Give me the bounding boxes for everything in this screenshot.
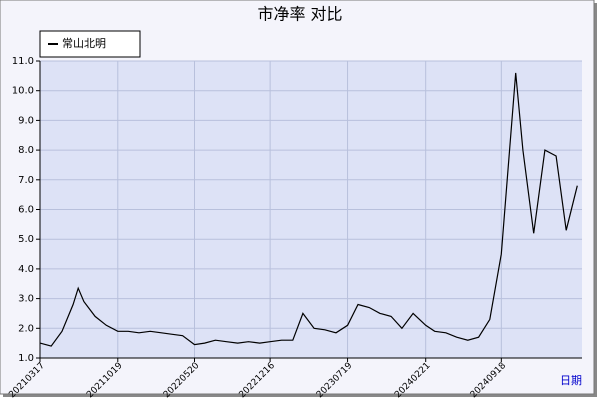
y-tick-label: 1.0 — [18, 353, 34, 364]
y-tick-label: 10.0 — [12, 86, 34, 97]
y-tick-label: 11.0 — [12, 56, 34, 67]
y-tick-label: 6.0 — [18, 205, 34, 216]
y-tick-label: 4.0 — [18, 264, 34, 275]
y-tick-label: 9.0 — [18, 115, 34, 126]
y-tick-label: 2.0 — [18, 323, 34, 334]
y-tick-label: 7.0 — [18, 175, 34, 186]
chart-title: 市净率 对比 — [257, 5, 342, 24]
y-tick-label: 5.0 — [18, 234, 34, 245]
legend-label: 常山北明 — [62, 37, 106, 50]
y-tick-label: 3.0 — [18, 294, 34, 305]
line-series — [39, 72, 578, 347]
y-tick-label: 8.0 — [18, 145, 34, 156]
x-axis-label: 日期 — [560, 374, 582, 387]
